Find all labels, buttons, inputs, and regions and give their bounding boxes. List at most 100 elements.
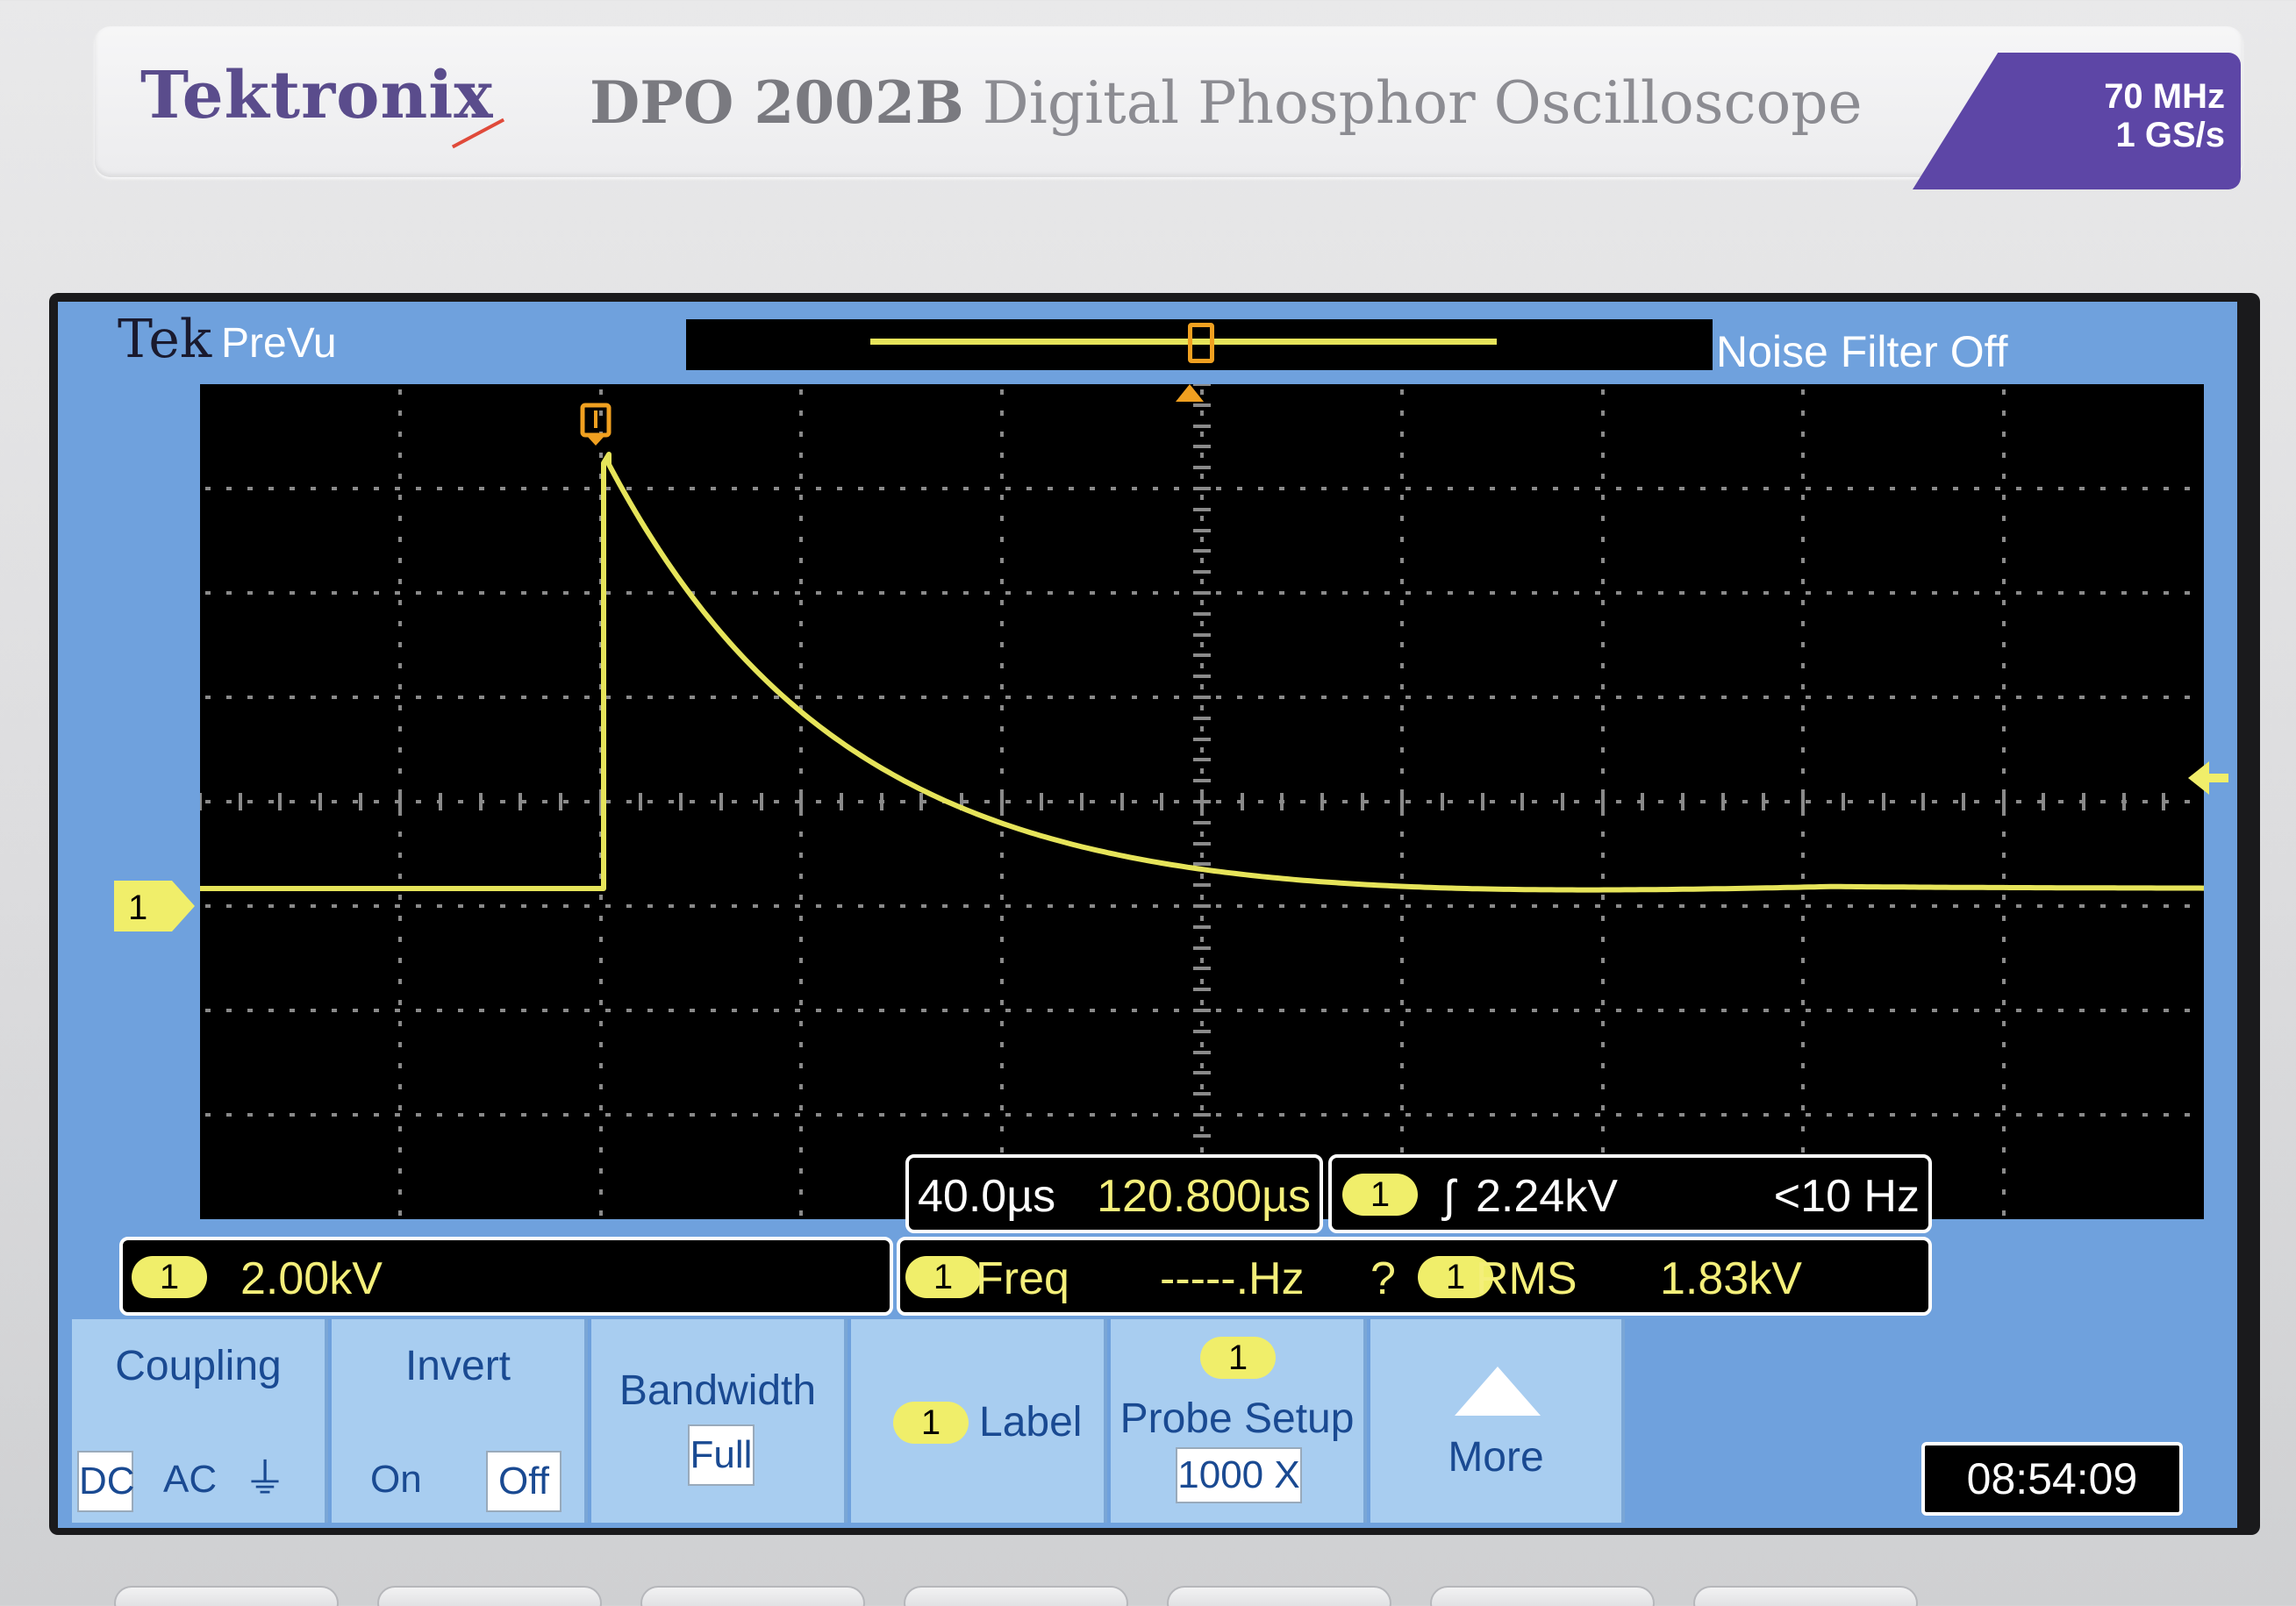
grid-dot xyxy=(1000,1105,1004,1110)
grid-dot xyxy=(732,487,737,490)
grid-dot xyxy=(921,487,926,490)
grid-dot xyxy=(2002,958,2006,963)
grid-dot xyxy=(1400,768,1404,774)
grid-dot xyxy=(837,591,842,595)
grid-dot xyxy=(1801,537,1805,542)
more-softkey[interactable]: More xyxy=(1370,1319,1625,1523)
grid-dot xyxy=(1601,789,1605,795)
timebase-readout[interactable]: 40.0µs 120.800µs xyxy=(905,1154,1323,1233)
grid-dot xyxy=(774,1113,779,1117)
trigger-readout[interactable]: 1 ʃ 2.24kV <10 Hz xyxy=(1328,1154,1932,1233)
coupling-softkey[interactable]: Coupling DC AC ⏚ xyxy=(72,1319,328,1523)
grid-dot xyxy=(1427,800,1432,803)
grid-dot xyxy=(458,591,463,595)
grid-dot xyxy=(605,800,611,803)
front-panel-button-5[interactable] xyxy=(1167,1586,1391,1606)
grid-dot xyxy=(984,800,990,803)
grid-dot xyxy=(1400,600,1404,605)
grid-dot xyxy=(1321,487,1327,490)
grid-dot xyxy=(1174,1113,1179,1117)
grid-dot xyxy=(1553,487,1558,490)
grid-dot xyxy=(1763,904,1769,908)
grid-dot xyxy=(1616,1113,1621,1117)
grid-dot xyxy=(500,696,505,699)
grid-dot xyxy=(1405,696,1411,699)
grid-dot xyxy=(984,696,990,699)
grid-dot xyxy=(398,916,402,921)
grid-dot xyxy=(247,800,253,803)
grid-dot xyxy=(398,410,402,416)
arrow-up-icon xyxy=(1455,1367,1541,1416)
grid-dot xyxy=(1806,904,1811,908)
grid-dot xyxy=(1258,696,1263,699)
channel1-ground-marker[interactable]: 1 xyxy=(114,881,195,931)
coupling-option-dc[interactable]: DC xyxy=(77,1451,135,1512)
invert-option-on[interactable]: On xyxy=(370,1458,422,1501)
grid-dot xyxy=(398,453,402,458)
grid-dot xyxy=(2121,487,2127,490)
grid-dot xyxy=(900,1009,905,1012)
grid-dot xyxy=(332,1009,337,1012)
grid-dot xyxy=(1405,591,1411,595)
grid-dot xyxy=(1932,696,1937,699)
grid-dot xyxy=(1469,1113,1474,1117)
grid-dot xyxy=(1400,810,1404,816)
grid-dot xyxy=(1616,487,1621,490)
grid-dot xyxy=(732,591,737,595)
grid-dot xyxy=(774,696,779,699)
measurements-readout[interactable]: 1 Freq -----.Hz ? 1 RMS 1.83kV xyxy=(897,1237,1932,1316)
probe-setup-softkey[interactable]: 1 Probe Setup 1000 X xyxy=(1111,1319,1367,1523)
grid-dot xyxy=(1721,1009,1727,1012)
invert-title: Invert xyxy=(404,1343,511,1389)
grid-dot xyxy=(2002,579,2006,584)
grid-dot xyxy=(1405,904,1411,908)
grid-dot xyxy=(395,800,400,803)
grid-dot xyxy=(605,487,611,490)
grid-dot xyxy=(1511,487,1516,490)
grid-dot xyxy=(599,1189,603,1195)
grid-dot xyxy=(2142,1113,2148,1117)
bandwidth-softkey[interactable]: Bandwidth Full xyxy=(591,1319,848,1523)
front-panel-button-7[interactable] xyxy=(1693,1586,1918,1606)
grid-dot xyxy=(599,1147,603,1153)
ground-icon[interactable]: ⏚ xyxy=(244,1456,287,1503)
grid-dot xyxy=(542,696,547,699)
grid-dot xyxy=(753,904,758,908)
front-panel-button-3[interactable] xyxy=(640,1586,865,1606)
meas1-channel-badge: 1 xyxy=(905,1256,981,1298)
grid-dot xyxy=(921,800,926,803)
channel1-scale-readout[interactable]: 1 2.00kV xyxy=(119,1237,893,1316)
grid-dot xyxy=(353,696,358,699)
grid-dot xyxy=(205,591,211,595)
center-tick xyxy=(880,793,883,810)
center-tick xyxy=(719,793,723,810)
grid-dot xyxy=(1200,516,1204,521)
grid-dot xyxy=(1637,487,1642,490)
grid-dot xyxy=(1553,904,1558,908)
center-tick xyxy=(1193,717,1211,720)
grid-dot xyxy=(1363,487,1369,490)
invert-softkey[interactable]: Invert On Off xyxy=(332,1319,588,1523)
grid-dot xyxy=(311,696,316,699)
front-panel-button-4[interactable] xyxy=(904,1586,1128,1606)
center-tick xyxy=(1762,793,1765,810)
grid-dot xyxy=(268,591,274,595)
grid-dot xyxy=(1601,389,1605,395)
front-panel-button-2[interactable] xyxy=(377,1586,602,1606)
grid-dot xyxy=(799,832,803,837)
label-softkey[interactable]: 1 Label xyxy=(851,1319,1107,1523)
grid-dot xyxy=(2002,1021,2006,1026)
front-panel-button-6[interactable] xyxy=(1430,1586,1655,1606)
invert-option-off[interactable]: Off xyxy=(486,1451,561,1512)
grid-dot xyxy=(226,904,232,908)
grid-dot xyxy=(1801,1126,1805,1131)
grid-dot xyxy=(1553,800,1558,803)
coupling-option-ac[interactable]: AC xyxy=(163,1458,218,1501)
grid-dot xyxy=(1595,904,1600,908)
center-tick xyxy=(1193,466,1211,469)
grid-dot xyxy=(2002,1147,2006,1153)
grid-dot xyxy=(858,591,863,595)
center-tick xyxy=(919,793,923,810)
grid-dot xyxy=(398,579,402,584)
front-panel-button-1[interactable] xyxy=(114,1586,339,1606)
